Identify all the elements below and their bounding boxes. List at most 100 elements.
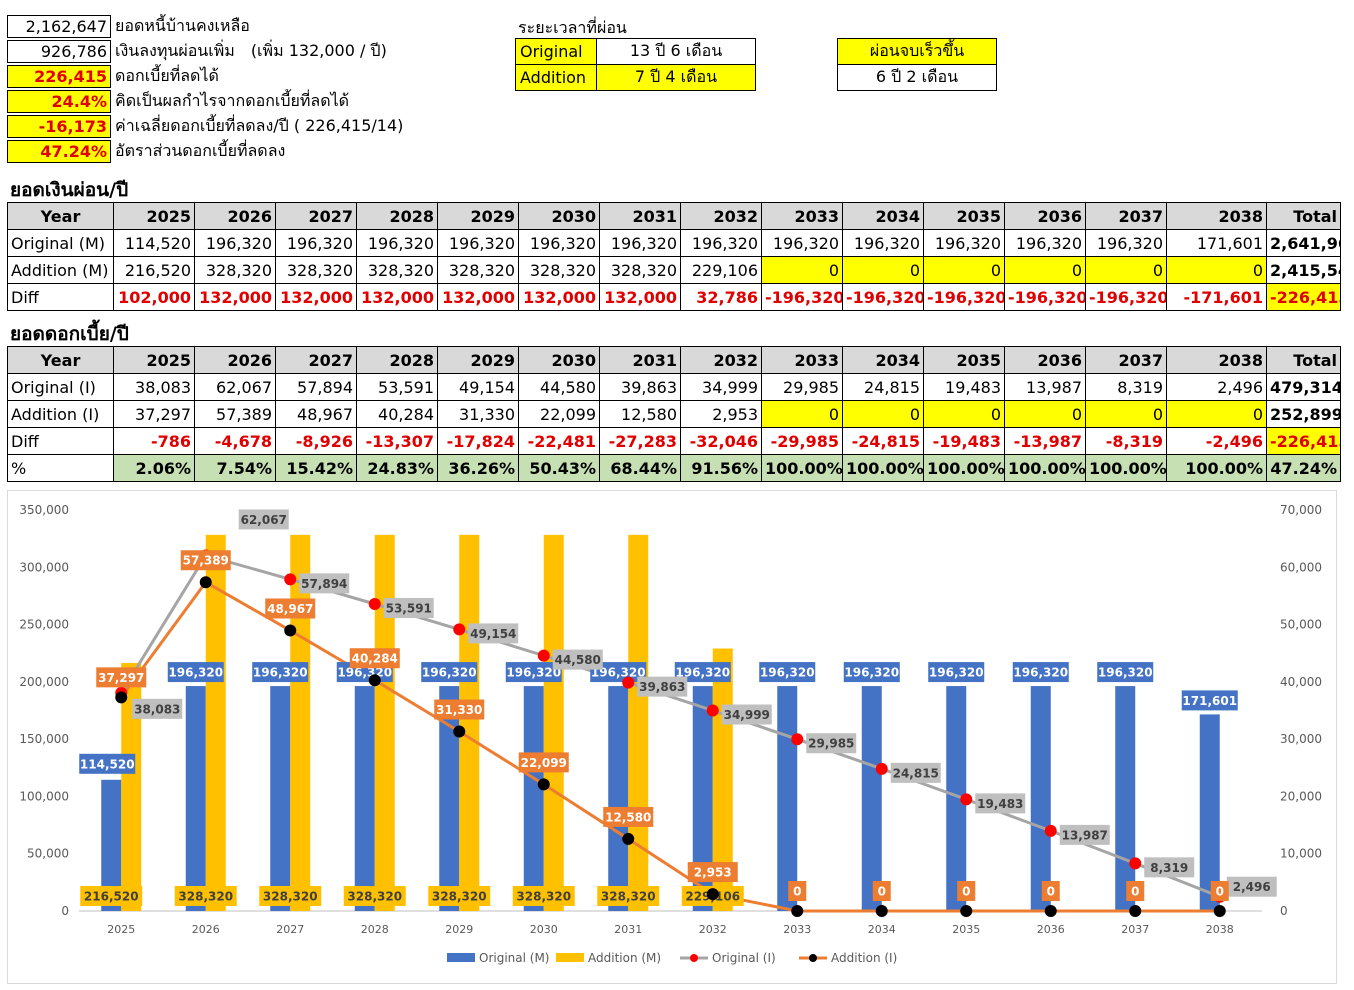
y-tick-label: 200,000 — [19, 675, 69, 689]
line-label-addition-i: 48,967 — [265, 598, 316, 619]
table-cell: 252,899 — [1266, 400, 1341, 428]
column-header: Total — [1266, 346, 1341, 374]
table-cell: 31,330 — [437, 400, 519, 428]
period-addition-label: Addition — [515, 64, 597, 91]
table-cell: 132,000 — [599, 283, 681, 311]
line-label-original-i: 19,483 — [975, 793, 1026, 814]
table-cell: 2,641,961 — [1266, 229, 1341, 257]
line-label-addition-i: 0 — [788, 881, 807, 901]
line-label-original-i-bg — [299, 573, 350, 594]
summary-label: ดอกเบี้ยที่ลดได้ — [115, 65, 219, 85]
line-label-addition-i: 40,284 — [349, 648, 400, 669]
table-cell: -196,320 — [761, 283, 843, 311]
table-cell: 0 — [842, 256, 924, 284]
legend-item: Original (M) — [447, 951, 550, 965]
table-cell: 40,284 — [356, 400, 438, 428]
summary-row: 226,415 ดอกเบี้ยที่ลดได้ — [7, 64, 219, 88]
table-cell: 196,320 — [1004, 229, 1086, 257]
summary-label: อัตราส่วนดอกเบี้ยที่ลดลง — [115, 140, 286, 160]
table-row: Diff -786 -4,678 -8,926 -13,307 -17,824 -22,48… — [7, 427, 1341, 455]
line-label-original-i-text: 13,987 — [1062, 828, 1108, 842]
legend-marker — [690, 954, 698, 962]
marker-original-i — [875, 762, 888, 775]
table-cell: -4,678 — [194, 427, 276, 455]
summary-row: 926,786 เงินลงทุนผ่อนเพิ่ม (เพิ่ม 132,000 … — [7, 39, 387, 63]
table-cell: 100.00% — [923, 454, 1005, 482]
bar-label-original-m-bg — [1181, 690, 1238, 711]
marker-addition-i — [1044, 905, 1057, 917]
table-cell: 19,483 — [923, 373, 1005, 401]
column-header: 2037 — [1085, 346, 1167, 374]
x-tick-label: 2037 — [1121, 923, 1149, 936]
line-label-original-i-bg — [132, 698, 183, 719]
summary-row: 2,162,647 ยอดหนี้บ้านคงเหลือ — [7, 14, 250, 38]
faster-table: ผ่อนจบเร็วขึ้น 6 ปี 2 เดือน — [837, 38, 997, 91]
bar-label-addition-m-text: 328,320 — [601, 890, 656, 904]
summary-label: เงินลงทุนผ่อนเพิ่ม — [115, 40, 235, 60]
line-label-addition-i: 22,099 — [518, 752, 569, 773]
column-header: 2026 — [194, 346, 276, 374]
table-cell: 100.00% — [842, 454, 924, 482]
table-cell: -13,987 — [1004, 427, 1086, 455]
column-header: 2028 — [356, 202, 438, 230]
table-cell: 91.56% — [680, 454, 762, 482]
table-cell: 0 — [1085, 256, 1167, 284]
table-cell: 32,786 — [680, 283, 762, 311]
line-label-addition-i-bg — [349, 648, 400, 669]
table-row: Addition (I) 37,297 57,389 48,967 40,284 31,3… — [7, 400, 1341, 428]
line-label-original-i-text: 49,154 — [470, 627, 516, 641]
table-cell: 0 — [1085, 400, 1167, 428]
table-cell: -8,319 — [1085, 427, 1167, 455]
legend-marker — [809, 954, 817, 962]
bar-original-m — [777, 686, 798, 911]
column-header: Year — [7, 202, 114, 230]
marker-original-i — [453, 623, 466, 636]
table-cell: 100.00% — [1166, 454, 1267, 482]
bar-label-addition-m: 328,320 — [259, 886, 322, 906]
marker-original-i — [284, 573, 297, 586]
line-label-original-i: 49,154 — [468, 623, 519, 644]
table-cell: 328,320 — [518, 256, 600, 284]
bar-label-addition-m: 328,320 — [597, 886, 660, 906]
table-cell: 12,580 — [599, 400, 681, 428]
table-cell: 49,154 — [437, 373, 519, 401]
payment-interest-chart: 0 50,000 100,000 150,000 200,000 250,000 300,0… — [19, 503, 1322, 965]
table-cell: 216,520 — [113, 256, 195, 284]
bar-original-m — [1030, 686, 1051, 911]
bar-label-original-m-text: 196,320 — [253, 666, 308, 680]
table-row: % 2.06% 7.54% 15.42% 24.83% 36.26% 50.43% 68.44… — [7, 454, 1341, 482]
bar-label-original-m-text: 196,320 — [168, 666, 223, 680]
column-header: 2027 — [275, 346, 357, 374]
column-header: 2025 — [113, 202, 195, 230]
y2-tick-label: 40,000 — [1280, 675, 1322, 689]
summary-value: 926,786 — [7, 39, 111, 63]
table-cell: -32,046 — [680, 427, 762, 455]
line-label-original-i-bg — [637, 676, 688, 697]
bar-label-addition-m-text: 328,320 — [178, 890, 233, 904]
legend-item: Addition (M) — [556, 951, 661, 965]
line-label-addition-i: 0 — [1210, 881, 1229, 901]
table-cell: 38,083 — [113, 373, 195, 401]
line-label-original-i: 29,985 — [806, 733, 857, 754]
y2-tick-label: 0 — [1280, 904, 1288, 918]
table-cell: 114,520 — [113, 229, 195, 257]
column-header: 2034 — [842, 202, 924, 230]
x-tick-label: 2027 — [276, 923, 304, 936]
bar-label-original-m-text: 196,320 — [929, 666, 984, 680]
marker-original-i — [706, 704, 719, 717]
table-cell: -22,481 — [518, 427, 600, 455]
column-header: 2025 — [113, 346, 195, 374]
bar-label-addition-m-text: 328,320 — [347, 890, 402, 904]
line-label-addition-i: 57,389 — [180, 550, 231, 571]
table-cell: 171,601 — [1166, 229, 1267, 257]
bar-label-original-m-bg — [505, 662, 562, 683]
bar-label-original-m-bg — [79, 753, 136, 774]
line-label-original-i: 24,815 — [890, 762, 941, 783]
summary-value: -16,173 — [7, 114, 111, 138]
y2-tick-label: 10,000 — [1280, 847, 1322, 861]
bar-label-original-m-text: 196,320 — [1098, 666, 1153, 680]
table-cell: 48,967 — [275, 400, 357, 428]
legend-swatch — [556, 953, 584, 962]
bar-label-original-m-text: 196,320 — [591, 666, 646, 680]
x-tick-label: 2031 — [614, 923, 642, 936]
